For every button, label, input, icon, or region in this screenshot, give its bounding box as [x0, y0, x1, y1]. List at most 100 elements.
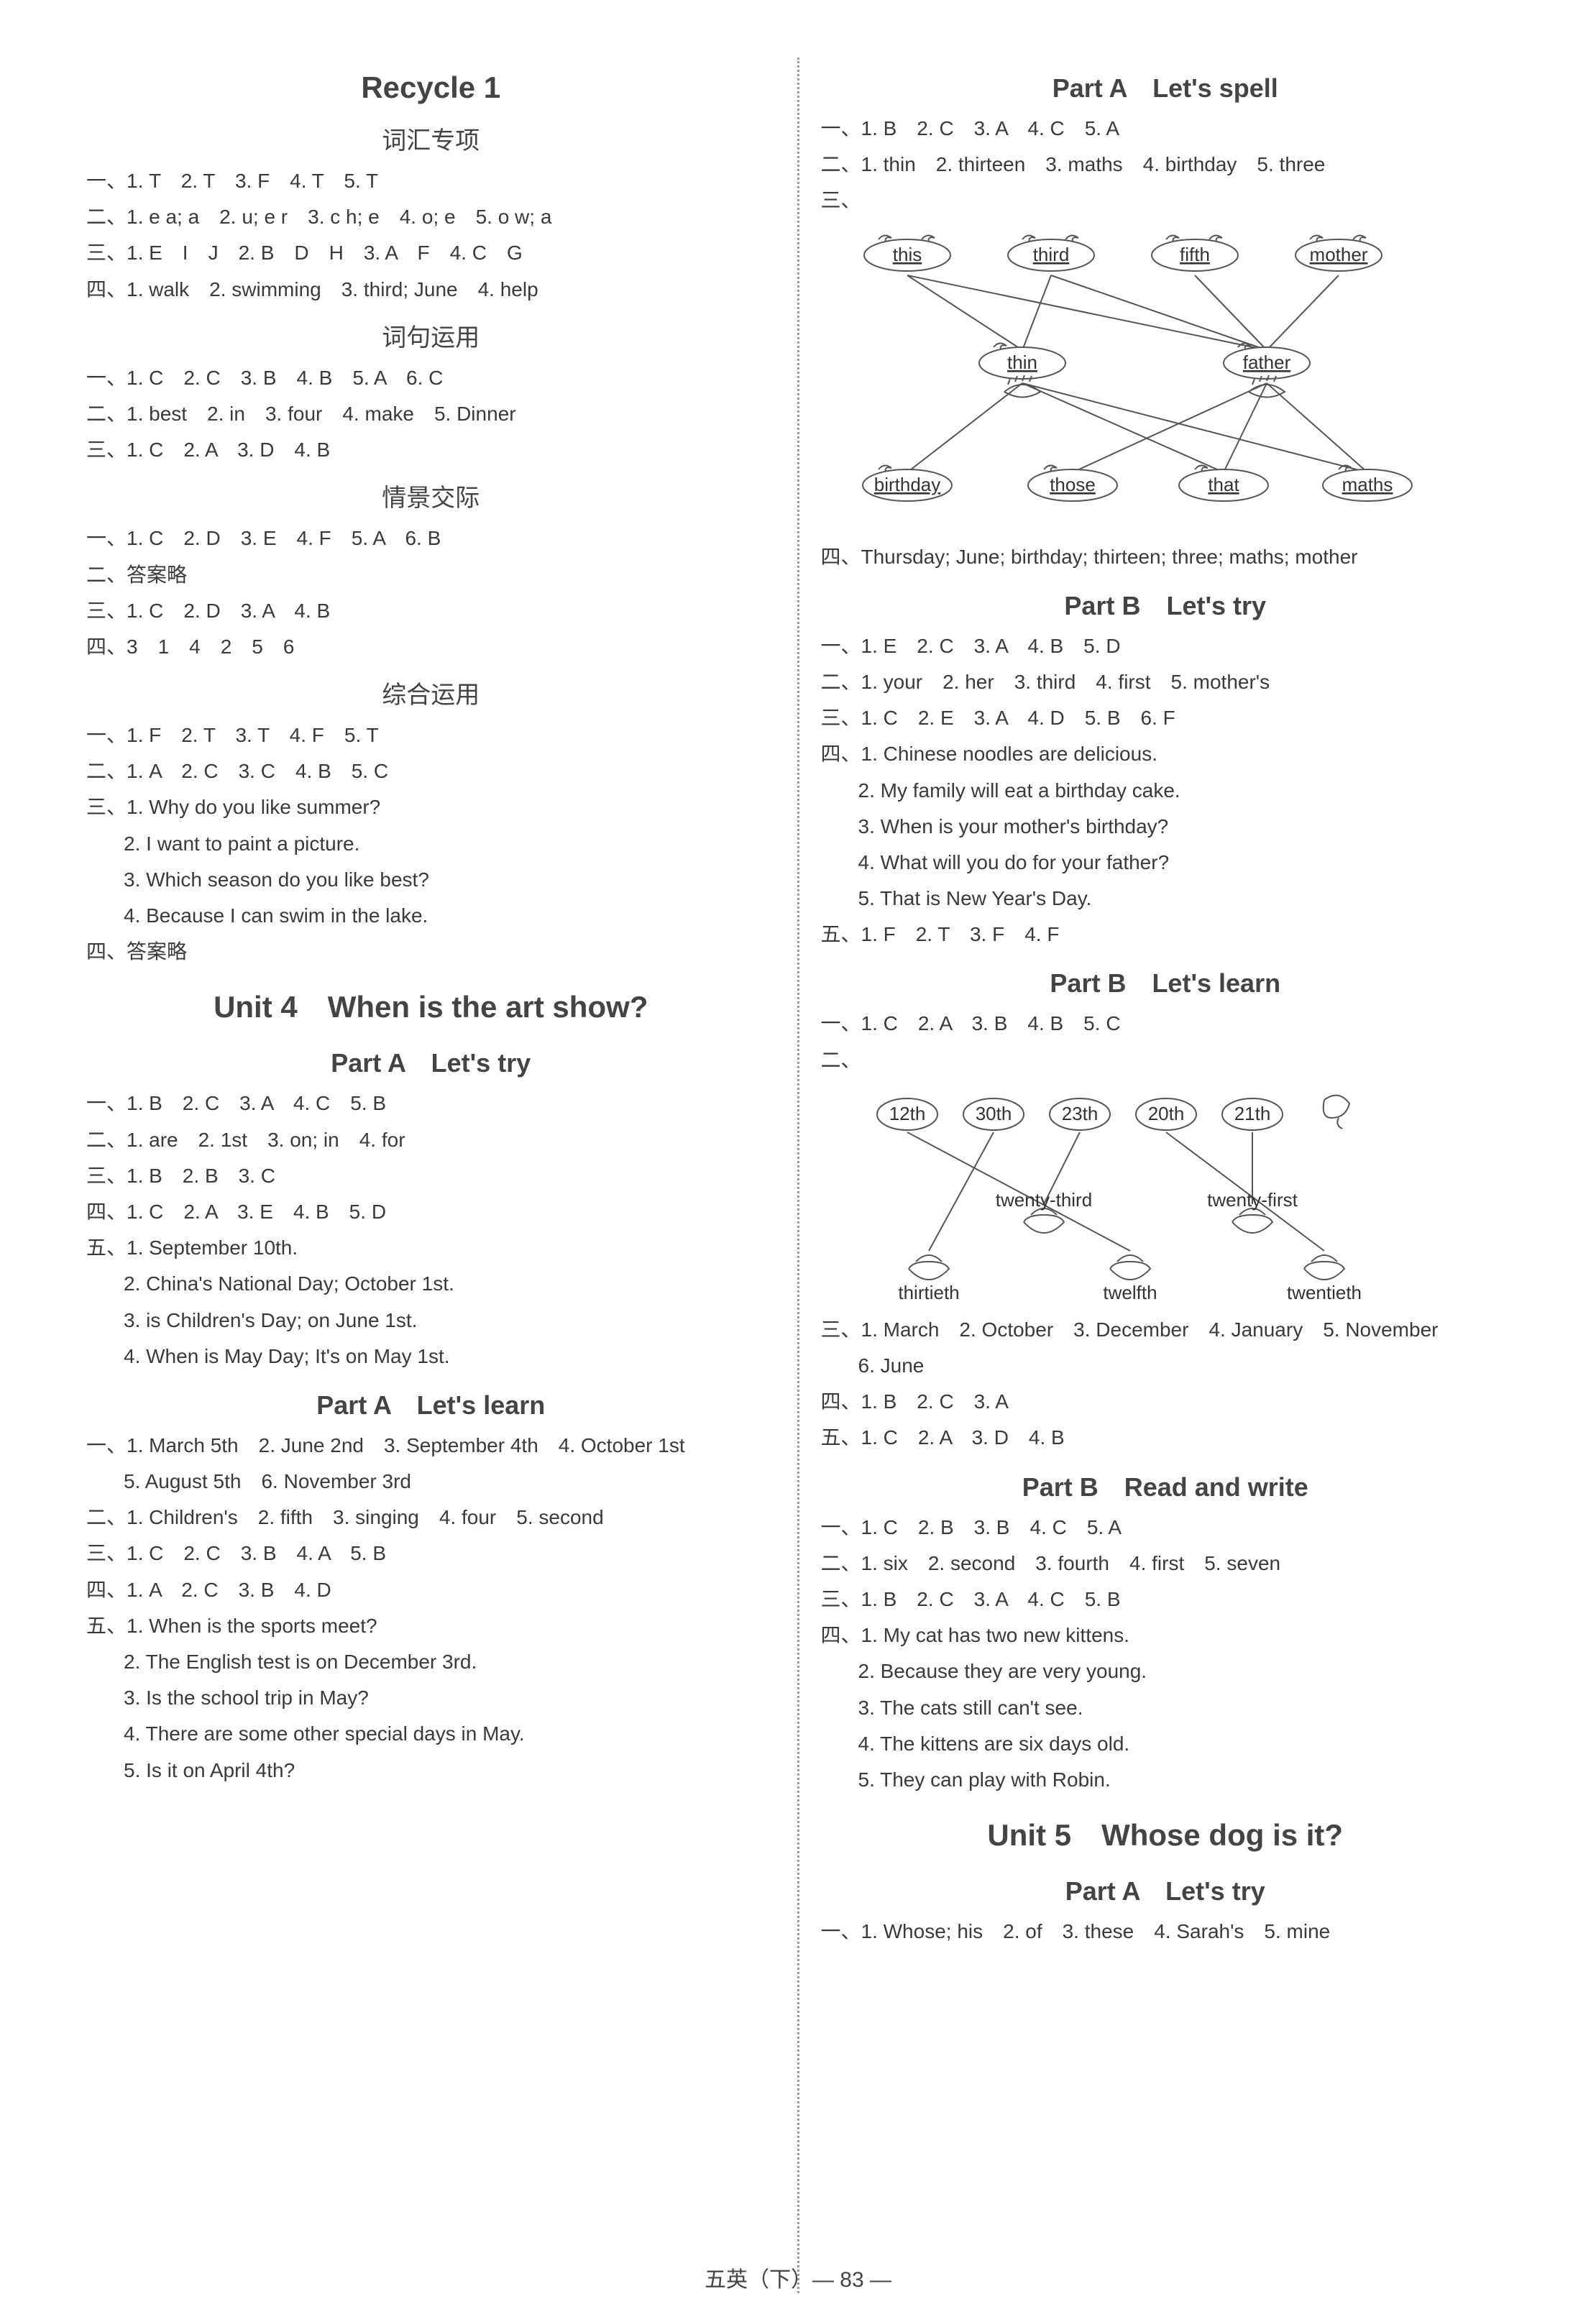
page-footer: 五英（下）— 83 —: [0, 2262, 1596, 2293]
text-line: 5. They can play with Robin.: [821, 1763, 1510, 1796]
part-b-rw: Part B Read and write: [821, 1467, 1510, 1504]
text-line: 二、1. six 2. second 3. fourth 4. first 5.…: [821, 1547, 1510, 1580]
part-a-spell: Part A Let's spell: [821, 68, 1510, 105]
text-line: 4. When is May Day; It's on May 1st.: [86, 1340, 776, 1373]
text-line: 一、1. T 2. T 3. F 4. T 5. T: [86, 165, 776, 198]
text-line: 三、1. B 2. B 3. C: [86, 1160, 776, 1193]
text-line: 五、1. C 2. A 3. D 4. B: [821, 1421, 1510, 1454]
unit5-title: Unit 5 Whose dog is it?: [821, 1811, 1510, 1855]
sec-sentence: 词句运用: [86, 318, 776, 353]
text-line: 一、1. C 2. D 3. E 4. F 5. A 6. B: [86, 522, 776, 555]
text-line: 二、1. A 2. C 3. C 4. B 5. C: [86, 755, 776, 788]
sec-comprehensive: 综合运用: [86, 675, 776, 710]
text-line: 5. That is New Year's Day.: [821, 882, 1510, 915]
text-line: 四、1. walk 2. swimming 3. third; June 4. …: [86, 273, 776, 306]
svg-text:twentieth: twentieth: [1286, 1282, 1361, 1301]
text-line: 二、1. Children's 2. fifth 3. singing 4. f…: [86, 1501, 776, 1534]
text-line: 五、1. September 10th.: [86, 1231, 776, 1265]
unit4-title: Unit 4 When is the art show?: [86, 983, 776, 1027]
part-a-learn: Part A Let's learn: [86, 1385, 776, 1422]
text-line: 三、1. March 2. October 3. December 4. Jan…: [821, 1313, 1510, 1346]
svg-text:12th: 12th: [889, 1103, 925, 1124]
text-line: 2. Because they are very young.: [821, 1655, 1510, 1688]
text-line: 2. I want to paint a picture.: [86, 827, 776, 861]
text-line: 4. The kittens are six days old.: [821, 1727, 1510, 1761]
text-line: 一、1. B 2. C 3. A 4. C 5. A: [821, 112, 1510, 145]
unit5-pa-try: Part A Let's try: [821, 1871, 1510, 1908]
svg-text:mother: mother: [1309, 244, 1367, 265]
svg-text:those: those: [1050, 474, 1096, 495]
text-line: 二、1. e a; a 2. u; e r 3. c h; e 4. o; e …: [86, 201, 776, 234]
svg-text:23th: 23th: [1061, 1103, 1098, 1124]
text-line: 三、1. Why do you like summer?: [86, 791, 776, 824]
text-line: 4. What will you do for your father?: [821, 846, 1510, 879]
text-line: 一、1. C 2. C 3. B 4. B 5. A 6. C: [86, 362, 776, 395]
svg-text:twelfth: twelfth: [1103, 1282, 1157, 1301]
text-line: 二、: [821, 1044, 1510, 1077]
svg-text:birthday: birthday: [873, 474, 940, 495]
column-divider: [797, 58, 799, 2293]
text-line: 三、: [821, 184, 1510, 217]
svg-text:fifth: fifth: [1180, 244, 1210, 265]
text-line: 二、1. thin 2. thirteen 3. maths 4. birthd…: [821, 148, 1510, 181]
text-line: 三、1. C 2. D 3. A 4. B: [86, 595, 776, 628]
text-line: 三、1. C 2. A 3. D 4. B: [86, 433, 776, 467]
svg-text:20th: 20th: [1147, 1103, 1184, 1124]
text-line: 一、1. E 2. C 3. A 4. B 5. D: [821, 630, 1510, 663]
svg-text:father: father: [1242, 352, 1290, 373]
text-line: 3. Is the school trip in May?: [86, 1681, 776, 1715]
svg-text:twenty-first: twenty-first: [1207, 1189, 1298, 1211]
text-line: 4. There are some other special days in …: [86, 1717, 776, 1750]
svg-text:maths: maths: [1342, 474, 1393, 495]
text-line: 五、1. When is the sports meet?: [86, 1610, 776, 1643]
right-column: Part A Let's spell 一、1. B 2. C 3. A 4. C…: [821, 58, 1510, 2293]
text-line: 四、答案略: [86, 935, 776, 968]
text-line: 3. Which season do you like best?: [86, 863, 776, 896]
text-line: 2. China's National Day; October 1st.: [86, 1267, 776, 1300]
svg-text:third: third: [1032, 244, 1069, 265]
text-line: 三、1. E I J 2. B D H 3. A F 4. C G: [86, 237, 776, 270]
text-line: 二、1. are 2. 1st 3. on; in 4. for: [86, 1124, 776, 1157]
text-line: 四、3 1 4 2 5 6: [86, 630, 776, 664]
text-line: 2. My family will eat a birthday cake.: [821, 774, 1510, 807]
text-line: 6. June: [821, 1349, 1510, 1382]
text-line: 一、1. March 5th 2. June 2nd 3. September …: [86, 1429, 776, 1462]
text-line: 3. When is your mother's birthday?: [821, 810, 1510, 843]
text-line: 三、1. C 2. C 3. B 4. A 5. B: [86, 1537, 776, 1570]
text-line: 一、1. B 2. C 3. A 4. C 5. B: [86, 1087, 776, 1120]
text-line: 三、1. B 2. C 3. A 4. C 5. B: [821, 1583, 1510, 1616]
sec-situation: 情景交际: [86, 478, 776, 513]
text-line: 二、1. best 2. in 3. four 4. make 5. Dinne…: [86, 398, 776, 431]
text-line: 4. Because I can swim in the lake.: [86, 899, 776, 932]
svg-text:30th: 30th: [975, 1103, 1012, 1124]
svg-text:twenty-third: twenty-third: [995, 1189, 1091, 1211]
left-column: Recycle 1 词汇专项 一、1. T 2. T 3. F 4. T 5. …: [86, 58, 776, 2293]
text-line: 5. Is it on April 4th?: [86, 1754, 776, 1787]
text-line: 四、1. Chinese noodles are delicious.: [821, 738, 1510, 771]
part-b-learn: Part B Let's learn: [821, 963, 1510, 1000]
text-line: 二、答案略: [86, 559, 776, 592]
text-line: 一、1. Whose; his 2. of 3. these 4. Sarah'…: [821, 1915, 1510, 1948]
text-line: 二、1. your 2. her 3. third 4. first 5. mo…: [821, 666, 1510, 699]
sec-vocab: 词汇专项: [86, 121, 776, 156]
recycle-title: Recycle 1: [86, 70, 776, 105]
svg-text:thirtieth: thirtieth: [898, 1282, 959, 1301]
text-line: 四、1. My cat has two new kittens.: [821, 1619, 1510, 1652]
text-line: 四、1. A 2. C 3. B 4. D: [86, 1574, 776, 1607]
text-line: 三、1. C 2. E 3. A 4. D 5. B 6. F: [821, 702, 1510, 735]
text-line: 3. is Children's Day; on June 1st.: [86, 1304, 776, 1337]
matching-diagram-2: 12th 30th 23th 20th 21th twenty-third twenty-f…: [821, 1086, 1510, 1305]
text-line: 五、1. F 2. T 3. F 4. F: [821, 918, 1510, 951]
svg-text:this: this: [892, 244, 921, 265]
svg-text:21th: 21th: [1234, 1103, 1270, 1124]
text-line: 一、1. F 2. T 3. T 4. F 5. T: [86, 719, 776, 752]
matching-diagram-1: thisthirdfifthmotherthinfatherbirthdayth…: [821, 226, 1510, 532]
text-line: 一、1. C 2. A 3. B 4. B 5. C: [821, 1007, 1510, 1040]
text-line: 四、1. C 2. A 3. E 4. B 5. D: [86, 1196, 776, 1229]
text-line: 四、Thursday; June; birthday; thirteen; th…: [821, 541, 1510, 574]
text-line: 一、1. C 2. B 3. B 4. C 5. A: [821, 1511, 1510, 1544]
part-b-try: Part B Let's try: [821, 585, 1510, 623]
text-line: 2. The English test is on December 3rd.: [86, 1646, 776, 1679]
text-line: 四、1. B 2. C 3. A: [821, 1385, 1510, 1418]
part-a-try: Part A Let's try: [86, 1042, 776, 1080]
